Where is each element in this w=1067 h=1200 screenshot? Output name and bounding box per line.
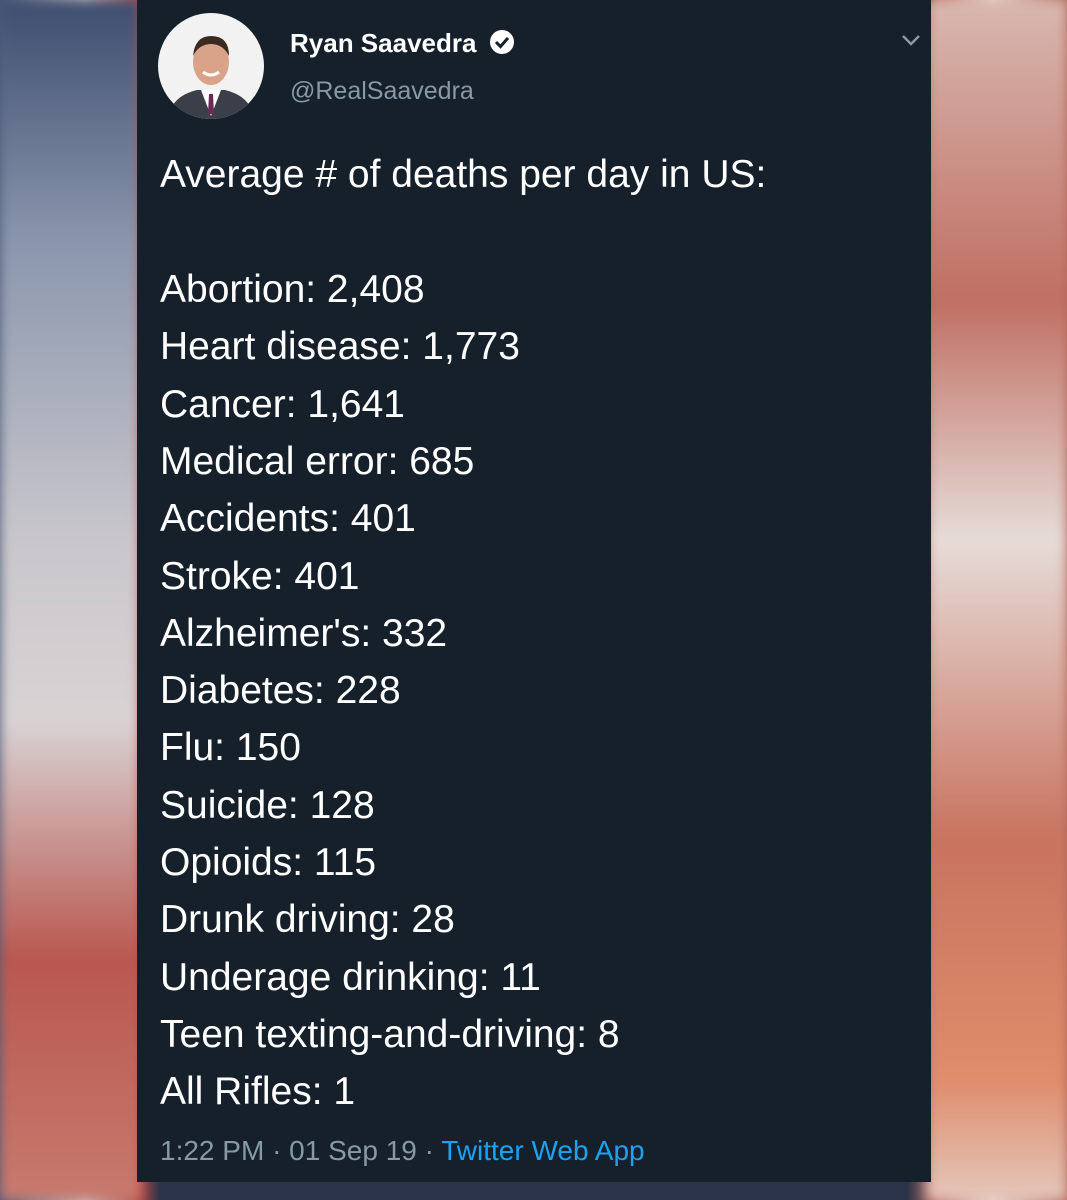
author-name[interactable]: Ryan Saavedra	[290, 28, 516, 59]
tweet-line: Teen texting-and-driving: 8	[160, 1012, 620, 1056]
verified-badge	[489, 30, 514, 54]
more-chevron[interactable]	[900, 30, 922, 50]
tweet-line: Underage drinking: 11	[160, 955, 541, 999]
author-name-text[interactable]: Ryan Saavedra	[290, 28, 477, 58]
tweet-line: Flu: 150	[160, 726, 301, 770]
tweet-line: Diabetes: 228	[160, 669, 401, 713]
timestamp-date[interactable]: 01 Sep 19	[289, 1135, 417, 1166]
tweet-line: Alzheimer's: 332	[160, 611, 448, 655]
tweet-line: Cancer: 1,641	[160, 382, 405, 426]
tweet-line: All Rifles: 1	[160, 1070, 356, 1114]
tweet-source[interactable]: Twitter Web App	[441, 1135, 645, 1166]
tweet-line: Abortion: 2,408	[160, 268, 425, 311]
tweet-line: Suicide: 128	[160, 783, 375, 827]
tweet-heading: Average # of deaths per day in US:	[160, 153, 767, 196]
avatar[interactable]	[157, 12, 265, 120]
timestamp-time[interactable]: 1:22 PM	[160, 1135, 265, 1166]
separator: ·	[272, 1135, 282, 1166]
tweet-line: Opioids: 115	[160, 841, 377, 884]
tweet-line: Heart disease: 1,773	[160, 325, 520, 369]
author-handle[interactable]: @RealSaavedra	[290, 77, 474, 105]
tweet-line: Medical error: 685	[160, 439, 475, 483]
tweet-line: Accidents: 401	[160, 497, 416, 541]
tweet-card: Ryan Saavedra @RealSaavedra Average # of…	[137, 0, 931, 1182]
tweet-footer: 1:22 PM · 01 Sep 19 · Twitter Web App	[160, 1135, 645, 1167]
separator: ·	[424, 1135, 434, 1166]
background-right	[927, 0, 1067, 1200]
background-left	[0, 0, 140, 1200]
tweet-line: Stroke: 401	[160, 554, 360, 598]
tweet-line: Drunk driving: 28	[160, 898, 455, 942]
